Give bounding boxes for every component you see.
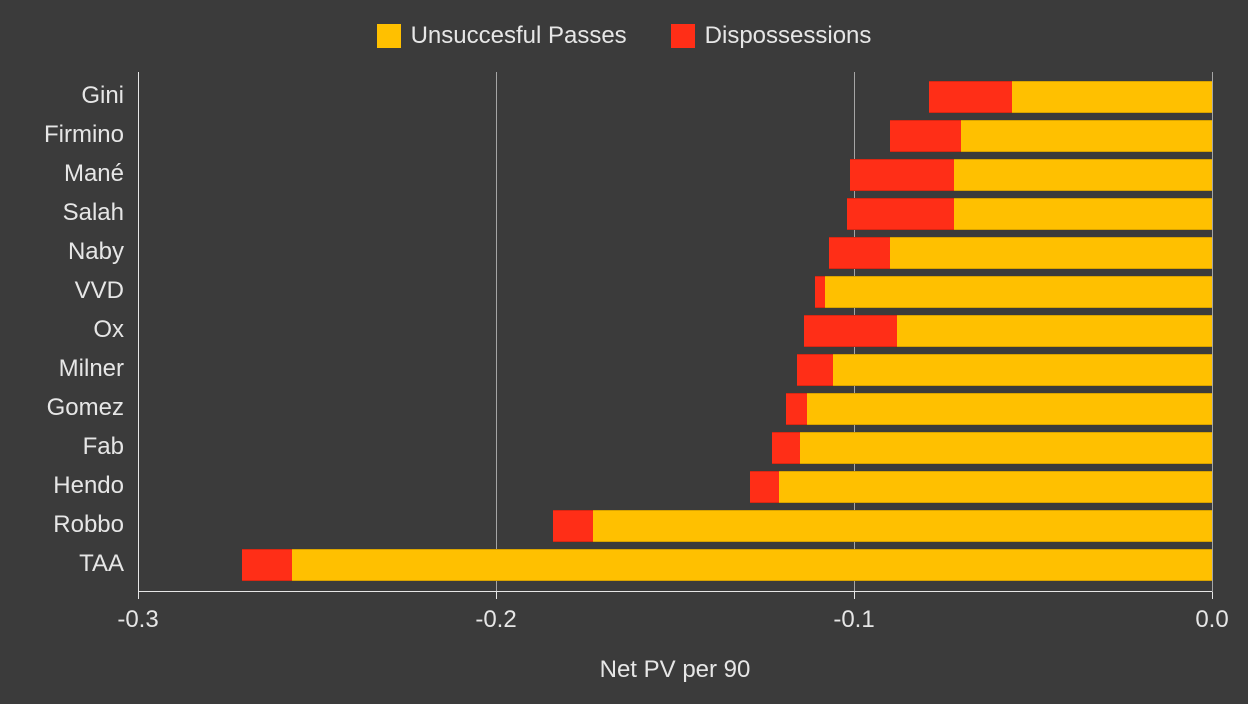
y-tick-label: Robbo [0,511,124,539]
bar-segment-unsuccessful-passes [954,198,1212,230]
bar-segment-unsuccessful-passes [1012,81,1212,113]
y-tick-label: Fab [0,433,124,461]
bar-segment-dispossessions [804,315,897,347]
plot-area [138,72,1212,592]
x-tick-label: -0.2 [475,606,516,634]
legend-swatch [377,24,401,48]
bar-segment-dispossessions [242,549,292,581]
y-tick-label: TAA [0,550,124,578]
x-tick-mark [1212,592,1213,599]
x-tick-mark [854,592,855,599]
legend: Unsuccesful Passes Dispossessions [0,22,1248,55]
bar-segment-unsuccessful-passes [779,471,1212,503]
bar-segment-dispossessions [815,276,826,308]
x-tick-label: 0.0 [1195,606,1228,634]
legend-swatch [671,24,695,48]
bar-segment-dispossessions [890,120,962,152]
bar-segment-unsuccessful-passes [807,393,1212,425]
x-tick-mark [138,592,139,599]
y-tick-label: Ox [0,316,124,344]
y-tick-label: Gini [0,82,124,110]
bar-segment-unsuccessful-passes [961,120,1212,152]
bar-segment-unsuccessful-passes [954,159,1212,191]
bar-segment-dispossessions [850,159,954,191]
bar-segment-dispossessions [797,354,833,386]
bar-segment-unsuccessful-passes [833,354,1212,386]
bar-segment-unsuccessful-passes [890,237,1212,269]
bar-segment-unsuccessful-passes [897,315,1212,347]
y-tick-label: VVD [0,277,124,305]
bar-segment-unsuccessful-passes [593,510,1212,542]
legend-item: Dispossessions [671,22,872,50]
x-axis-line [138,591,1212,592]
y-tick-label: Naby [0,238,124,266]
bar-segment-unsuccessful-passes [292,549,1212,581]
bar-segment-dispossessions [786,393,807,425]
bar-segment-unsuccessful-passes [825,276,1212,308]
bar-segment-dispossessions [829,237,890,269]
gridline [496,72,497,592]
x-tick-label: -0.3 [117,606,158,634]
y-axis-line [138,72,139,592]
x-tick-label: -0.1 [833,606,874,634]
y-tick-label: Salah [0,199,124,227]
y-tick-label: Milner [0,355,124,383]
y-tick-label: Mané [0,160,124,188]
x-axis-title: Net PV per 90 [138,656,1212,684]
bar-segment-dispossessions [750,471,779,503]
y-tick-label: Gomez [0,394,124,422]
net-pv-chart: Unsuccesful Passes Dispossessions Gini Fir… [0,0,1248,704]
y-tick-label: Hendo [0,472,124,500]
bar-segment-unsuccessful-passes [800,432,1212,464]
bar-segment-dispossessions [847,198,954,230]
legend-item: Unsuccesful Passes [377,22,627,50]
legend-label: Dispossessions [705,22,872,50]
gridline [1212,72,1213,592]
bar-segment-dispossessions [553,510,592,542]
x-tick-mark [496,592,497,599]
y-tick-label: Firmino [0,121,124,149]
bar-segment-dispossessions [929,81,1011,113]
bar-segment-dispossessions [772,432,801,464]
legend-label: Unsuccesful Passes [411,22,627,50]
